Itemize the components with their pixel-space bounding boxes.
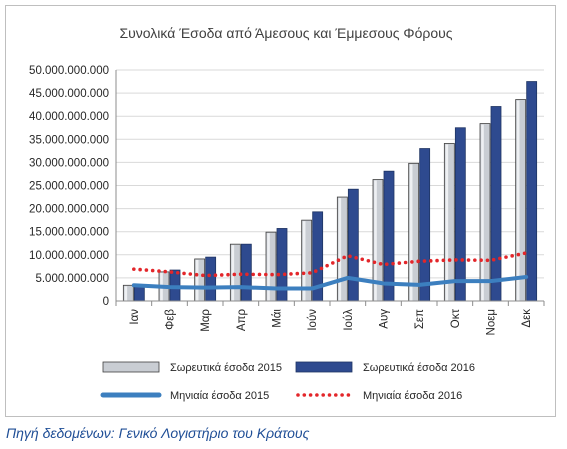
bar-highlight [445,144,449,301]
bar-highlight [267,233,270,301]
series-lines [131,251,529,291]
legend-label: Σωρευτικά έσοδα 2015 [170,362,282,374]
bar [490,106,502,302]
x-tick-label: Οκτ [450,309,462,329]
bar-highlight [481,124,484,301]
x-tick-label: Φεβ [165,309,177,330]
chart-title: Συνολικά Έσοδα από Άμεσους και Έμμεσους … [119,25,452,41]
gridlines [116,69,544,279]
y-tick-label: 40.000.000.000 [29,111,109,123]
x-tick-label: Νοεμ [486,309,498,335]
bar-highlight [516,100,520,302]
chart-frame: Συνολικά Έσοδα από Άμεσους και Έμμεσους … [5,5,556,417]
y-tick-label: 0 [103,296,109,308]
y-tick-label: 45.000.000.000 [29,88,109,100]
y-tick-label: 25.000.000.000 [29,181,109,193]
legend-label: Μηνιαία έσοδα 2016 [363,390,462,402]
y-tick-label: 30.000.000.000 [29,157,109,169]
legend-swatch [102,361,160,373]
axes: 0 5.000.000.000 10.000.000.000 15.000.000.0… [29,65,545,335]
y-tick-label: 15.000.000.000 [29,227,109,239]
bar [454,127,466,302]
legend-swatch [295,361,353,373]
bar-highlight [195,259,199,301]
bar-highlight [338,198,342,301]
bars [122,81,538,302]
x-tick-label: Δεκ [521,309,533,328]
series-dotted-line [132,251,528,278]
x-tick-label: Μάι [272,309,284,328]
chart: Συνολικά Έσοδα από Άμεσους και Έμμεσους … [29,25,545,402]
source-note: Πηγή δεδομένων: Γενικό Λογιστήριο του Κρ… [6,425,310,441]
x-tick-label: Ιούν [307,309,319,331]
bar [526,81,538,302]
bar-highlight [409,164,413,301]
y-tick-label: 10.000.000.000 [29,250,109,262]
bar-highlight [302,221,306,301]
bar-highlight [374,180,377,301]
y-tick-label: 35.000.000.000 [29,134,109,146]
legend: Σωρευτικά έσοδα 2015 Σωρευτικά έσοδα 2016… [100,361,475,402]
bar [347,188,359,302]
bar [419,148,431,302]
x-tick-label: Μαρ [200,309,212,332]
x-tick-label: Αυγ [379,309,391,329]
bar-highlight [231,245,235,301]
y-tick-label: 20.000.000.000 [29,204,109,216]
bar [205,256,217,302]
legend-label: Μηνιαία έσοδα 2015 [170,390,269,402]
y-tick-label: 5.000.000.000 [35,273,109,285]
bar-highlight [124,286,128,301]
x-tick-label: Σεπ [414,309,426,329]
y-tick-label: 50.000.000.000 [29,65,109,77]
bar [133,286,145,302]
x-tick-label: Ιαν [129,309,141,325]
series-line [131,274,529,291]
legend-label: Σωρευτικά έσοδα 2016 [363,362,475,374]
x-tick-label: Απρ [236,309,248,332]
x-tick-label: Ιούλ [343,309,355,331]
